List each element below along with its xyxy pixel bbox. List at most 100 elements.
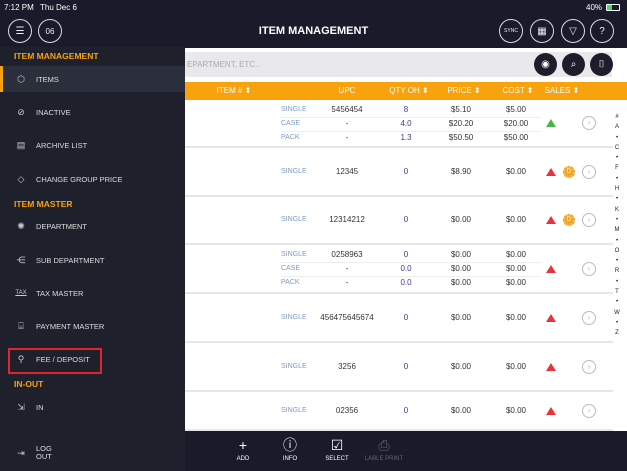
index-letter[interactable]: F bbox=[615, 165, 619, 172]
col-cost[interactable]: COST ⬍ bbox=[502, 86, 534, 95]
index-letter[interactable]: • bbox=[615, 299, 619, 306]
price: $0.00 bbox=[450, 278, 472, 287]
index-letter[interactable]: A bbox=[614, 124, 619, 131]
index-letter[interactable]: H bbox=[614, 186, 620, 193]
index-letter[interactable]: • bbox=[615, 155, 619, 162]
col-qty[interactable]: QTY OH ⬍ bbox=[389, 86, 429, 95]
sidebar-item-label: DEPARTMENT bbox=[36, 221, 87, 231]
sidebar-item-label: ARCHIVE LIST bbox=[36, 140, 88, 150]
price: $8.90 bbox=[450, 166, 472, 176]
cost: $20.00 bbox=[503, 119, 529, 128]
index-letter[interactable]: • bbox=[615, 237, 619, 244]
chevron-right-icon[interactable]: › bbox=[582, 164, 596, 179]
upc: 12314212 bbox=[329, 215, 365, 224]
cost: $0.00 bbox=[505, 312, 527, 322]
filter-button[interactable]: ▽ bbox=[561, 19, 585, 43]
menu-button[interactable]: ☰ bbox=[8, 19, 32, 43]
sidebar-item-label: TAX MASTER bbox=[36, 288, 84, 298]
sidebar-item-tax-master[interactable]: TAX TAX MASTER bbox=[0, 280, 185, 306]
info-button[interactable]: ⓘ INFO bbox=[283, 437, 297, 462]
alpha-index[interactable]: # A • C • F • H • K • M • O • R • T • W • Z bbox=[612, 112, 622, 339]
logout-icon: ⇥ bbox=[17, 447, 25, 458]
select-icon: ☑ bbox=[330, 437, 344, 453]
toolbar-label: LABLE PRINT bbox=[364, 456, 404, 462]
sidebar-item-label: IN bbox=[36, 402, 44, 412]
index-letter[interactable]: • bbox=[615, 134, 619, 141]
index-letter[interactable]: K bbox=[614, 206, 619, 213]
cost: $0.00 bbox=[505, 215, 527, 224]
index-letter[interactable]: • bbox=[615, 175, 619, 182]
upc: - bbox=[345, 133, 349, 142]
chevron-right-icon[interactable]: › bbox=[582, 310, 596, 325]
index-letter[interactable]: R bbox=[614, 268, 620, 275]
table-row[interactable]: SINGLE 12314212 0 $0.00 $0.00 D › bbox=[185, 197, 613, 245]
upc: 3256 bbox=[338, 361, 356, 371]
toolbar-label: ADD bbox=[236, 456, 250, 462]
chevron-right-icon[interactable]: › bbox=[582, 261, 596, 276]
sidebar-item-inactive[interactable]: ⊘ INACTIVE bbox=[0, 99, 185, 125]
sidebar-item-in[interactable]: ⇲ IN bbox=[0, 394, 185, 420]
sidebar-item-archive-list[interactable]: ▤ ARCHIVE LIST bbox=[0, 132, 185, 158]
index-letter[interactable]: • bbox=[615, 216, 619, 223]
index-letter[interactable]: T bbox=[615, 289, 619, 296]
sync-button[interactable]: SYNC bbox=[499, 19, 523, 43]
index-letter[interactable]: C bbox=[614, 144, 620, 151]
table-row[interactable]: SINGLE 02356 0 $0.00 $0.00 › bbox=[185, 392, 613, 431]
index-letter[interactable]: • bbox=[615, 258, 619, 265]
unit-row: PACK - 0.0 $0.00 $0.00 bbox=[185, 276, 613, 290]
price: $0.00 bbox=[450, 312, 472, 322]
sidebar-item-change-group-price[interactable]: ◇ CHANGE GROUP PRICE bbox=[0, 166, 185, 192]
trend-down-icon bbox=[546, 362, 556, 371]
upc: - bbox=[345, 278, 349, 287]
discount-badge-icon: D bbox=[563, 214, 575, 226]
help-button[interactable]: ? bbox=[590, 19, 614, 43]
unit-type: CASE bbox=[281, 265, 301, 272]
sidebar-item-items[interactable]: ⬡ ITEMS bbox=[0, 66, 185, 92]
col-item[interactable]: ITEM # ⬍ bbox=[216, 86, 252, 95]
sidebar-item-fee-deposit[interactable]: ⚲ FEE / DEPOSIT bbox=[0, 346, 185, 372]
table-row[interactable]: SINGLE 3256 0 $0.00 $0.00 › bbox=[185, 343, 613, 392]
table-row[interactable]: SINGLE 5456454 8 $5.10 $5.00 CASE - 4.0 $… bbox=[185, 100, 613, 148]
grid-button[interactable]: ▦ bbox=[530, 19, 554, 43]
price: $0.00 bbox=[450, 405, 472, 415]
index-letter[interactable]: O bbox=[614, 247, 620, 254]
sidebar-item-department[interactable]: ✺ DEPARTMENT bbox=[0, 213, 185, 239]
calendar-button[interactable]: 06 bbox=[38, 19, 62, 43]
sidebar-item-sub-department[interactable]: ⋲ SUB DEPARTMENT bbox=[0, 247, 185, 273]
table-row[interactable]: SINGLE 12345 0 $8.90 $0.00 D › bbox=[185, 148, 613, 197]
index-letter[interactable]: • bbox=[615, 278, 619, 285]
table-row[interactable]: SINGLE 456475645674 0 $0.00 $0.00 › bbox=[185, 294, 613, 343]
logout-label: LOG OUT bbox=[36, 444, 52, 461]
chevron-right-icon[interactable]: › bbox=[582, 116, 596, 130]
index-letter[interactable]: M bbox=[614, 227, 620, 234]
add-button[interactable]: + ADD bbox=[237, 437, 250, 462]
camera-button[interactable]: ⌷ bbox=[590, 53, 613, 76]
search-button[interactable]: ⌕ bbox=[562, 53, 585, 76]
section-item-master: ITEM MASTER bbox=[14, 199, 73, 209]
qty-oh: 0 bbox=[403, 361, 409, 371]
unit-row: SINGLE 3256 0 $0.00 $0.00 bbox=[185, 360, 613, 374]
index-letter[interactable]: W bbox=[614, 309, 620, 316]
select-button[interactable]: ☑ SELECT bbox=[325, 437, 348, 462]
chevron-right-icon[interactable]: › bbox=[582, 359, 596, 374]
table-row[interactable]: SINGLE 0258963 0 $0.00 $0.00 CASE - 0.0 $… bbox=[185, 245, 613, 294]
unit-type: SINGLE bbox=[281, 216, 307, 223]
index-letter[interactable]: Z bbox=[615, 330, 619, 337]
index-letter[interactable]: • bbox=[615, 196, 619, 203]
col-price[interactable]: PRICE ⬍ bbox=[447, 86, 481, 95]
index-letter[interactable]: # bbox=[615, 114, 619, 120]
unit-row: SINGLE 02356 0 $0.00 $0.00 bbox=[185, 404, 613, 418]
lable-print-button[interactable]: ⎙ LABLE PRINT bbox=[365, 437, 403, 462]
col-sales[interactable]: SALES ⬍ bbox=[544, 86, 580, 95]
app-header: ☰ 06 ITEM MANAGEMENT SYNC ▦ ▽ ? bbox=[0, 15, 627, 48]
index-letter[interactable]: • bbox=[615, 319, 619, 326]
chevron-right-icon[interactable]: › bbox=[582, 213, 596, 227]
unit-type: SINGLE bbox=[281, 313, 307, 321]
unit-row: PACK - 1.3 $50.50 $50.00 bbox=[185, 131, 613, 145]
chevron-right-icon[interactable]: › bbox=[582, 403, 596, 418]
logout-button[interactable]: ⇥ LOG OUT bbox=[0, 440, 185, 466]
eye-button[interactable]: ◉ bbox=[534, 53, 557, 76]
sidebar-item-label: SUB DEPARTMENT bbox=[36, 255, 105, 265]
sidebar-item-payment-master[interactable]: ⌸ PAYMENT MASTER bbox=[0, 313, 185, 339]
divider bbox=[281, 117, 541, 118]
